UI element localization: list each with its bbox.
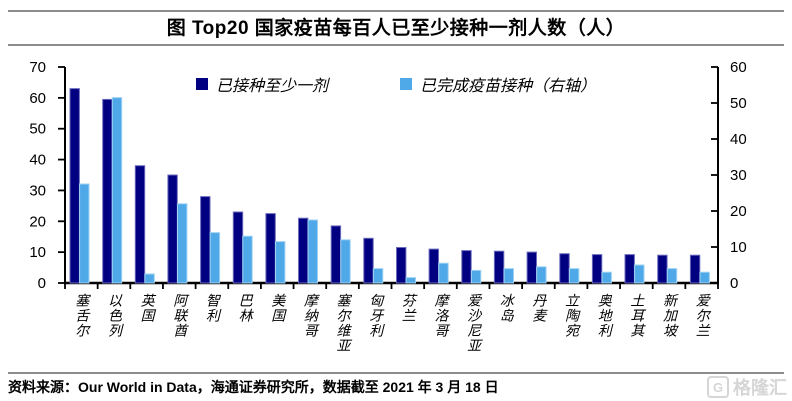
bar-dose1-16: [591, 254, 603, 284]
left-axis-tick-label: 10: [29, 244, 46, 261]
bar-full-2: [144, 273, 155, 284]
bar-dose1-9: [363, 237, 374, 284]
bar-full-3: [177, 203, 188, 284]
bar-full-12: [470, 269, 482, 284]
bar-dose1-0: [69, 88, 80, 284]
bar-full-7: [307, 219, 319, 284]
bar-chart-area: 0 10 20 30 40 50 60 70 0 10 20 30 40 50 60 塞舌尔 以色列 英国 阿联酋…: [0, 50, 792, 372]
bar-full-6: [275, 241, 286, 284]
category-label: 巴林: [236, 293, 253, 323]
bar-dose1-12: [461, 250, 472, 284]
bar-dose1-5: [232, 211, 244, 284]
category-label: 爱沙尼亚: [465, 293, 482, 353]
left-axis-tick-label: 60: [29, 90, 46, 107]
bar-dose1-15: [559, 253, 570, 284]
category-label: 美国: [269, 293, 286, 323]
right-axis-tick-label: 20: [730, 203, 747, 220]
category-label: 阿联酋: [171, 293, 188, 338]
bar-full-1: [111, 97, 123, 284]
category-label: 冰岛: [497, 293, 514, 323]
bar-dose1-3: [167, 174, 178, 284]
right-axis-tick-label: 60: [730, 59, 747, 76]
bar-full-4: [209, 232, 221, 284]
category-label: 奥地利: [595, 293, 612, 338]
legend-label-dose1: 已接种至少一剂: [215, 76, 328, 95]
bar-full-9: [372, 268, 384, 284]
legend-item-full: 已完成疫苗接种（右轴）: [400, 72, 596, 96]
bar-dose1-17: [624, 254, 635, 284]
category-label: 土耳其: [628, 293, 645, 338]
bar-full-19: [699, 271, 710, 284]
left-axis-tick-label: 40: [29, 152, 46, 169]
left-axis-tick-label: 0: [38, 275, 46, 292]
bar-dose1-4: [200, 196, 211, 284]
watermark-logo-icon: G: [707, 376, 729, 398]
left-axis-tick-label: 50: [29, 121, 46, 138]
right-axis-tick-label: 40: [730, 131, 747, 148]
source-note: 资料来源：Our World in Data，海通证券研究所，数据截至 2021…: [8, 379, 499, 395]
category-label: 匈牙利: [367, 293, 384, 338]
bar-full-18: [666, 268, 678, 284]
bar-dose1-11: [428, 248, 440, 284]
category-label: 立陶宛: [563, 293, 580, 338]
bar-full-10: [405, 277, 417, 284]
legend: 已接种至少一剂 已完成疫苗接种（右轴）: [0, 72, 792, 96]
bar-dose1-7: [298, 217, 309, 284]
bar-dose1-19: [689, 254, 701, 284]
legend-swatch-light-icon: [400, 78, 412, 90]
left-axis-tick-label: 70: [29, 59, 46, 76]
right-axis-tick-label: 10: [730, 239, 747, 256]
bar-full-0: [79, 183, 90, 284]
legend-item-dose1: 已接种至少一剂: [195, 72, 328, 96]
legend-swatch-dark-icon: [195, 78, 208, 90]
category-label: 摩纳哥: [301, 293, 318, 338]
chart-title: 图 Top20 国家疫苗每百人已至少接种一剂人数（人）: [166, 18, 626, 39]
right-axis-tick-label: 50: [730, 95, 747, 112]
bar-full-17: [634, 264, 645, 284]
left-axis-tick-label: 20: [29, 213, 46, 230]
left-axis-tick-label: 30: [29, 182, 46, 199]
category-label: 新加坡: [661, 293, 677, 338]
legend-label-full: 已完成疫苗接种（右轴）: [420, 76, 597, 95]
title-top-rule: [8, 10, 784, 12]
title-bottom-rule: [8, 44, 784, 46]
bar-dose1-6: [265, 213, 276, 284]
watermark: G 格隆汇: [707, 374, 787, 400]
bar-full-11: [438, 262, 449, 284]
category-label: 摩洛哥: [432, 293, 449, 338]
bar-dose1-2: [134, 165, 146, 284]
bar-full-16: [601, 271, 612, 284]
bar-dose1-18: [657, 254, 668, 284]
category-label: 智利: [203, 293, 220, 323]
bar-chart: 0 10 20 30 40 50 60 70 0 10 20 30 40 50 60: [29, 59, 747, 292]
bar-dose1-13: [493, 250, 505, 284]
watermark-label: 格隆汇: [733, 378, 787, 398]
bar-dose1-10: [396, 247, 407, 284]
category-label: 爱尔兰: [693, 293, 710, 338]
bar-dose1-1: [102, 98, 113, 284]
category-label: 以色列: [106, 293, 122, 338]
category-label: 英国: [138, 293, 155, 323]
bar-dose1-8: [330, 225, 342, 284]
bar-full-13: [503, 268, 515, 284]
footer-rule: [8, 372, 784, 374]
category-label: 塞舌尔: [73, 293, 90, 338]
category-label: 塞尔维亚: [334, 293, 351, 353]
right-axis-tick-label: 30: [730, 167, 747, 184]
category-label: 芬兰: [399, 293, 416, 323]
category-label: 丹麦: [530, 293, 547, 323]
bar-full-5: [242, 235, 253, 284]
bar-full-14: [536, 266, 547, 284]
right-axis-tick-label: 0: [730, 275, 738, 292]
bar-full-15: [568, 268, 580, 284]
bar-dose1-14: [526, 251, 537, 284]
bar-full-8: [340, 239, 351, 284]
